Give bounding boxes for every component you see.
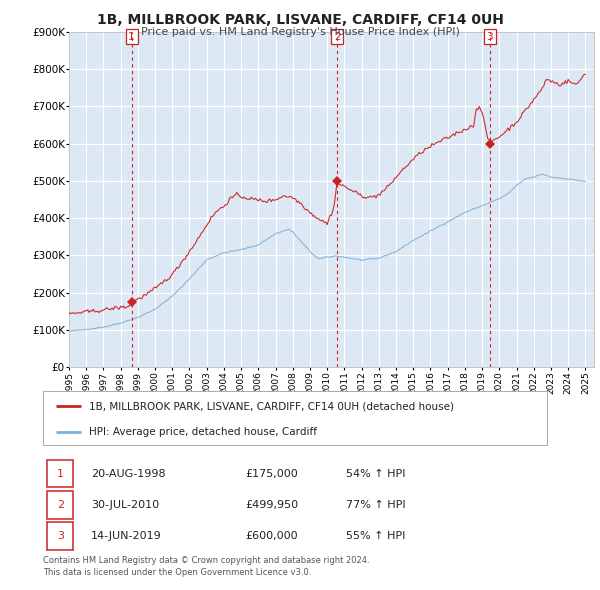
Text: Contains HM Land Registry data © Crown copyright and database right 2024.: Contains HM Land Registry data © Crown c… (43, 556, 370, 565)
Text: 55% ↑ HPI: 55% ↑ HPI (346, 531, 405, 541)
Text: 3: 3 (57, 531, 64, 541)
Text: £175,000: £175,000 (245, 469, 298, 478)
Text: 1B, MILLBROOK PARK, LISVANE, CARDIFF, CF14 0UH (detached house): 1B, MILLBROOK PARK, LISVANE, CARDIFF, CF… (89, 401, 454, 411)
Text: 54% ↑ HPI: 54% ↑ HPI (346, 469, 405, 478)
Text: 14-JUN-2019: 14-JUN-2019 (91, 531, 162, 541)
Text: 2: 2 (57, 500, 64, 510)
Text: 1: 1 (128, 32, 135, 42)
Text: £600,000: £600,000 (245, 531, 298, 541)
Text: 2: 2 (334, 32, 340, 42)
Text: 3: 3 (487, 32, 493, 42)
Text: 1: 1 (57, 469, 64, 478)
FancyBboxPatch shape (47, 491, 73, 519)
FancyBboxPatch shape (47, 523, 73, 550)
FancyBboxPatch shape (47, 460, 73, 487)
Text: £499,950: £499,950 (245, 500, 298, 510)
Text: 77% ↑ HPI: 77% ↑ HPI (346, 500, 405, 510)
Text: This data is licensed under the Open Government Licence v3.0.: This data is licensed under the Open Gov… (43, 568, 311, 576)
Text: 20-AUG-1998: 20-AUG-1998 (91, 469, 166, 478)
Text: 30-JUL-2010: 30-JUL-2010 (91, 500, 159, 510)
Text: HPI: Average price, detached house, Cardiff: HPI: Average price, detached house, Card… (89, 427, 317, 437)
Text: Price paid vs. HM Land Registry's House Price Index (HPI): Price paid vs. HM Land Registry's House … (140, 27, 460, 37)
Text: 1B, MILLBROOK PARK, LISVANE, CARDIFF, CF14 0UH: 1B, MILLBROOK PARK, LISVANE, CARDIFF, CF… (97, 13, 503, 27)
